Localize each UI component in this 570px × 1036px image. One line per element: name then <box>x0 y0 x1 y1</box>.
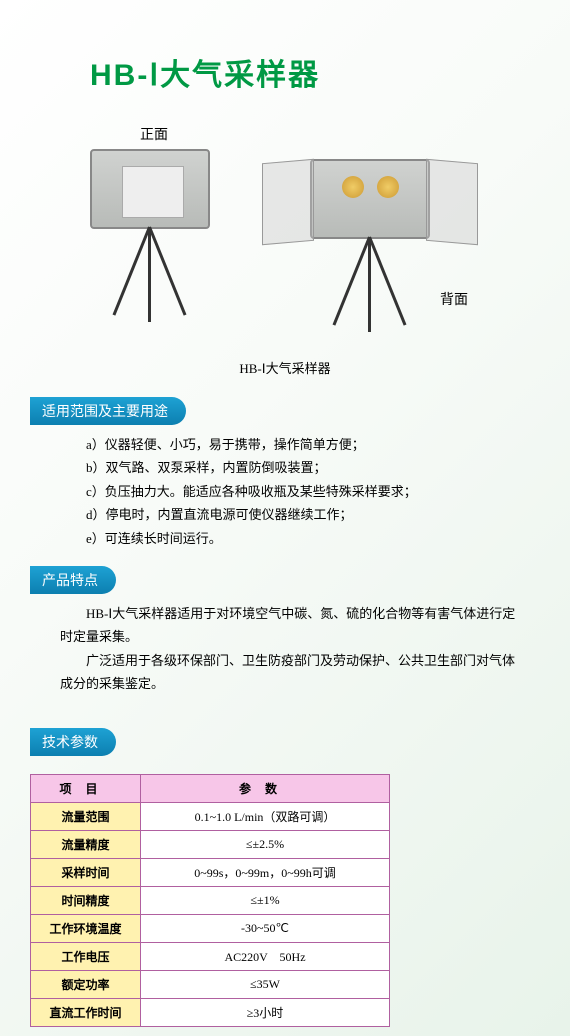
spec-value: ≤±1% <box>141 886 390 914</box>
features-para: 广泛适用于各级环保部门、卫生防疫部门及劳动保护、公共卫生部门对气体成分的采集鉴定… <box>60 649 520 696</box>
device-back <box>310 159 430 332</box>
features-text: HB-Ⅰ大气采样器适用于对环境空气中碳、氮、硫的化合物等有害气体进行定时定量采集… <box>60 602 520 696</box>
spec-value: 0~99s，0~99m，0~99h可调 <box>141 858 390 886</box>
label-front: 正面 <box>140 124 168 144</box>
features-para: HB-Ⅰ大气采样器适用于对环境空气中碳、氮、硫的化合物等有害气体进行定时定量采集… <box>60 602 520 649</box>
page-title: HB-Ⅰ大气采样器 <box>90 50 570 94</box>
label-back: 背面 <box>440 289 468 309</box>
spec-label: 流量精度 <box>31 830 141 858</box>
scope-item: b）双气路、双泵采样，内置防倒吸装置； <box>60 456 520 479</box>
specs-header-value: 参数 <box>141 774 390 802</box>
specs-header-item: 项目 <box>31 774 141 802</box>
scope-item: e）可连续长时间运行。 <box>60 527 520 550</box>
spec-label: 直流工作时间 <box>31 998 141 1026</box>
spec-value: ≤±2.5% <box>141 830 390 858</box>
specs-table: 项目 参数 流量范围0.1~1.0 L/min（双路可调） 流量精度≤±2.5%… <box>30 774 390 1027</box>
specs-body: 流量范围0.1~1.0 L/min（双路可调） 流量精度≤±2.5% 采样时间0… <box>31 802 390 1026</box>
scope-item: d）停电时，内置直流电源可使仪器继续工作； <box>60 503 520 526</box>
table-row: 时间精度≤±1% <box>31 886 390 914</box>
device-front <box>90 149 210 322</box>
image-caption: HB-Ⅰ大气采样器 <box>0 358 570 377</box>
spec-value: AC220V 50Hz <box>141 942 390 970</box>
scope-item: a）仪器轻便、小巧，易于携带，操作简单方便； <box>60 433 520 456</box>
table-row: 额定功率≤35W <box>31 970 390 998</box>
spec-value: 0.1~1.0 L/min（双路可调） <box>141 802 390 830</box>
table-row: 流量精度≤±2.5% <box>31 830 390 858</box>
spec-value: -30~50℃ <box>141 914 390 942</box>
spec-label: 额定功率 <box>31 970 141 998</box>
spec-label: 流量范围 <box>31 802 141 830</box>
table-row: 流量范围0.1~1.0 L/min（双路可调） <box>31 802 390 830</box>
spec-label: 工作环境温度 <box>31 914 141 942</box>
scope-item: c）负压抽力大。能适应各种吸收瓶及某些特殊采样要求； <box>60 480 520 503</box>
section-scope-heading: 适用范围及主要用途 <box>30 397 186 425</box>
spec-value: ≥3小时 <box>141 998 390 1026</box>
scope-list: a）仪器轻便、小巧，易于携带，操作简单方便； b）双气路、双泵采样，内置防倒吸装… <box>60 433 520 550</box>
spec-label: 时间精度 <box>31 886 141 914</box>
table-row: 采样时间0~99s，0~99m，0~99h可调 <box>31 858 390 886</box>
table-row: 工作环境温度-30~50℃ <box>31 914 390 942</box>
section-specs-heading: 技术参数 <box>30 728 116 756</box>
section-features-heading: 产品特点 <box>30 566 116 594</box>
spec-value: ≤35W <box>141 970 390 998</box>
table-row: 工作电压AC220V 50Hz <box>31 942 390 970</box>
spec-label: 采样时间 <box>31 858 141 886</box>
spec-label: 工作电压 <box>31 942 141 970</box>
product-images: 正面 背面 <box>0 114 570 354</box>
table-row: 直流工作时间≥3小时 <box>31 998 390 1026</box>
